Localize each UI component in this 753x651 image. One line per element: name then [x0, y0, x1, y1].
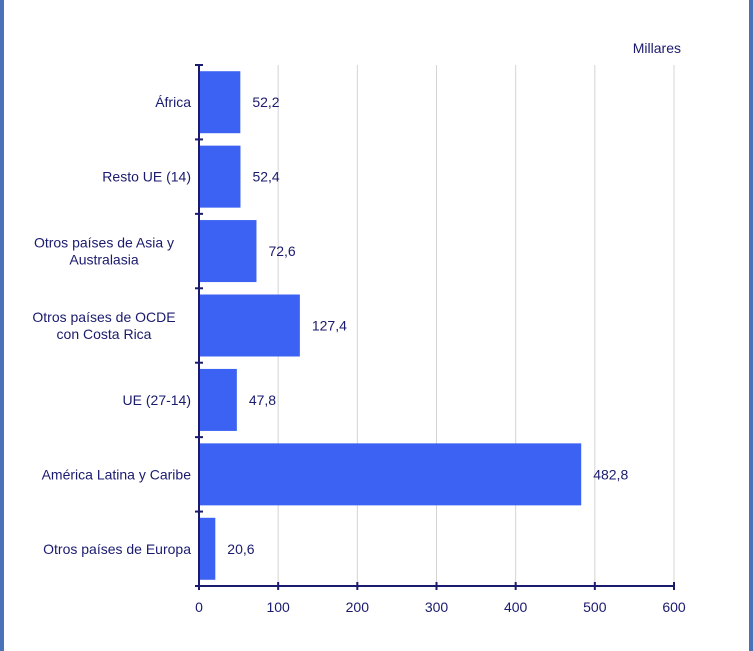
category-label-line: UE (27-14) — [123, 392, 191, 408]
data-label: 482,8 — [593, 466, 628, 482]
bar — [199, 294, 300, 357]
category-label-line: con Costa Rica — [57, 326, 152, 342]
data-label: 52,4 — [252, 169, 279, 185]
data-label: 47,8 — [249, 392, 276, 408]
data-label: 127,4 — [312, 318, 347, 334]
data-label: 72,6 — [268, 243, 295, 259]
x-tick-label: 300 — [425, 599, 449, 615]
category-label-line: Otros países de Europa — [43, 541, 191, 557]
bar — [199, 220, 257, 283]
bar — [199, 517, 216, 580]
x-tick-label: 500 — [583, 599, 607, 615]
bar — [199, 443, 582, 506]
category-label: UE (27-14) — [123, 392, 191, 408]
axes — [195, 64, 675, 590]
x-tick-label: 0 — [195, 599, 203, 615]
category-label: Otros países de Europa — [43, 541, 191, 557]
category-label: América Latina y Caribe — [42, 466, 192, 482]
category-label-line: África — [155, 94, 191, 110]
category-label: África — [155, 94, 191, 110]
category-label: Otros países de OCDE con Costa Rica — [32, 309, 175, 342]
bar — [199, 368, 237, 431]
x-tick-label: 200 — [346, 599, 370, 615]
x-tick-label: 100 — [266, 599, 290, 615]
x-tick-label: 600 — [662, 599, 686, 615]
category-label-line: América Latina y Caribe — [42, 466, 192, 482]
unit-label: Millares — [633, 40, 681, 56]
category-label-line: Otros países de OCDE — [32, 309, 175, 325]
category-label: Resto UE (14) — [102, 169, 191, 185]
frame-left-border — [0, 0, 4, 651]
bar — [199, 71, 241, 134]
frame-right-border — [749, 0, 753, 651]
category-label-line: Otros países de Asia y — [34, 235, 174, 251]
category-label: Otros países de Asia y Australasia — [34, 235, 174, 268]
labels: 52,2 África 52,4 Resto UE (14) 72,6 Otros paí… — [32, 94, 685, 615]
category-label-line: Australasia — [69, 252, 138, 268]
bar — [199, 145, 241, 208]
bars — [199, 71, 582, 580]
category-label-line: Resto UE (14) — [102, 169, 191, 185]
data-label: 20,6 — [227, 541, 254, 557]
data-label: 52,2 — [252, 94, 279, 110]
x-tick-label: 400 — [504, 599, 528, 615]
